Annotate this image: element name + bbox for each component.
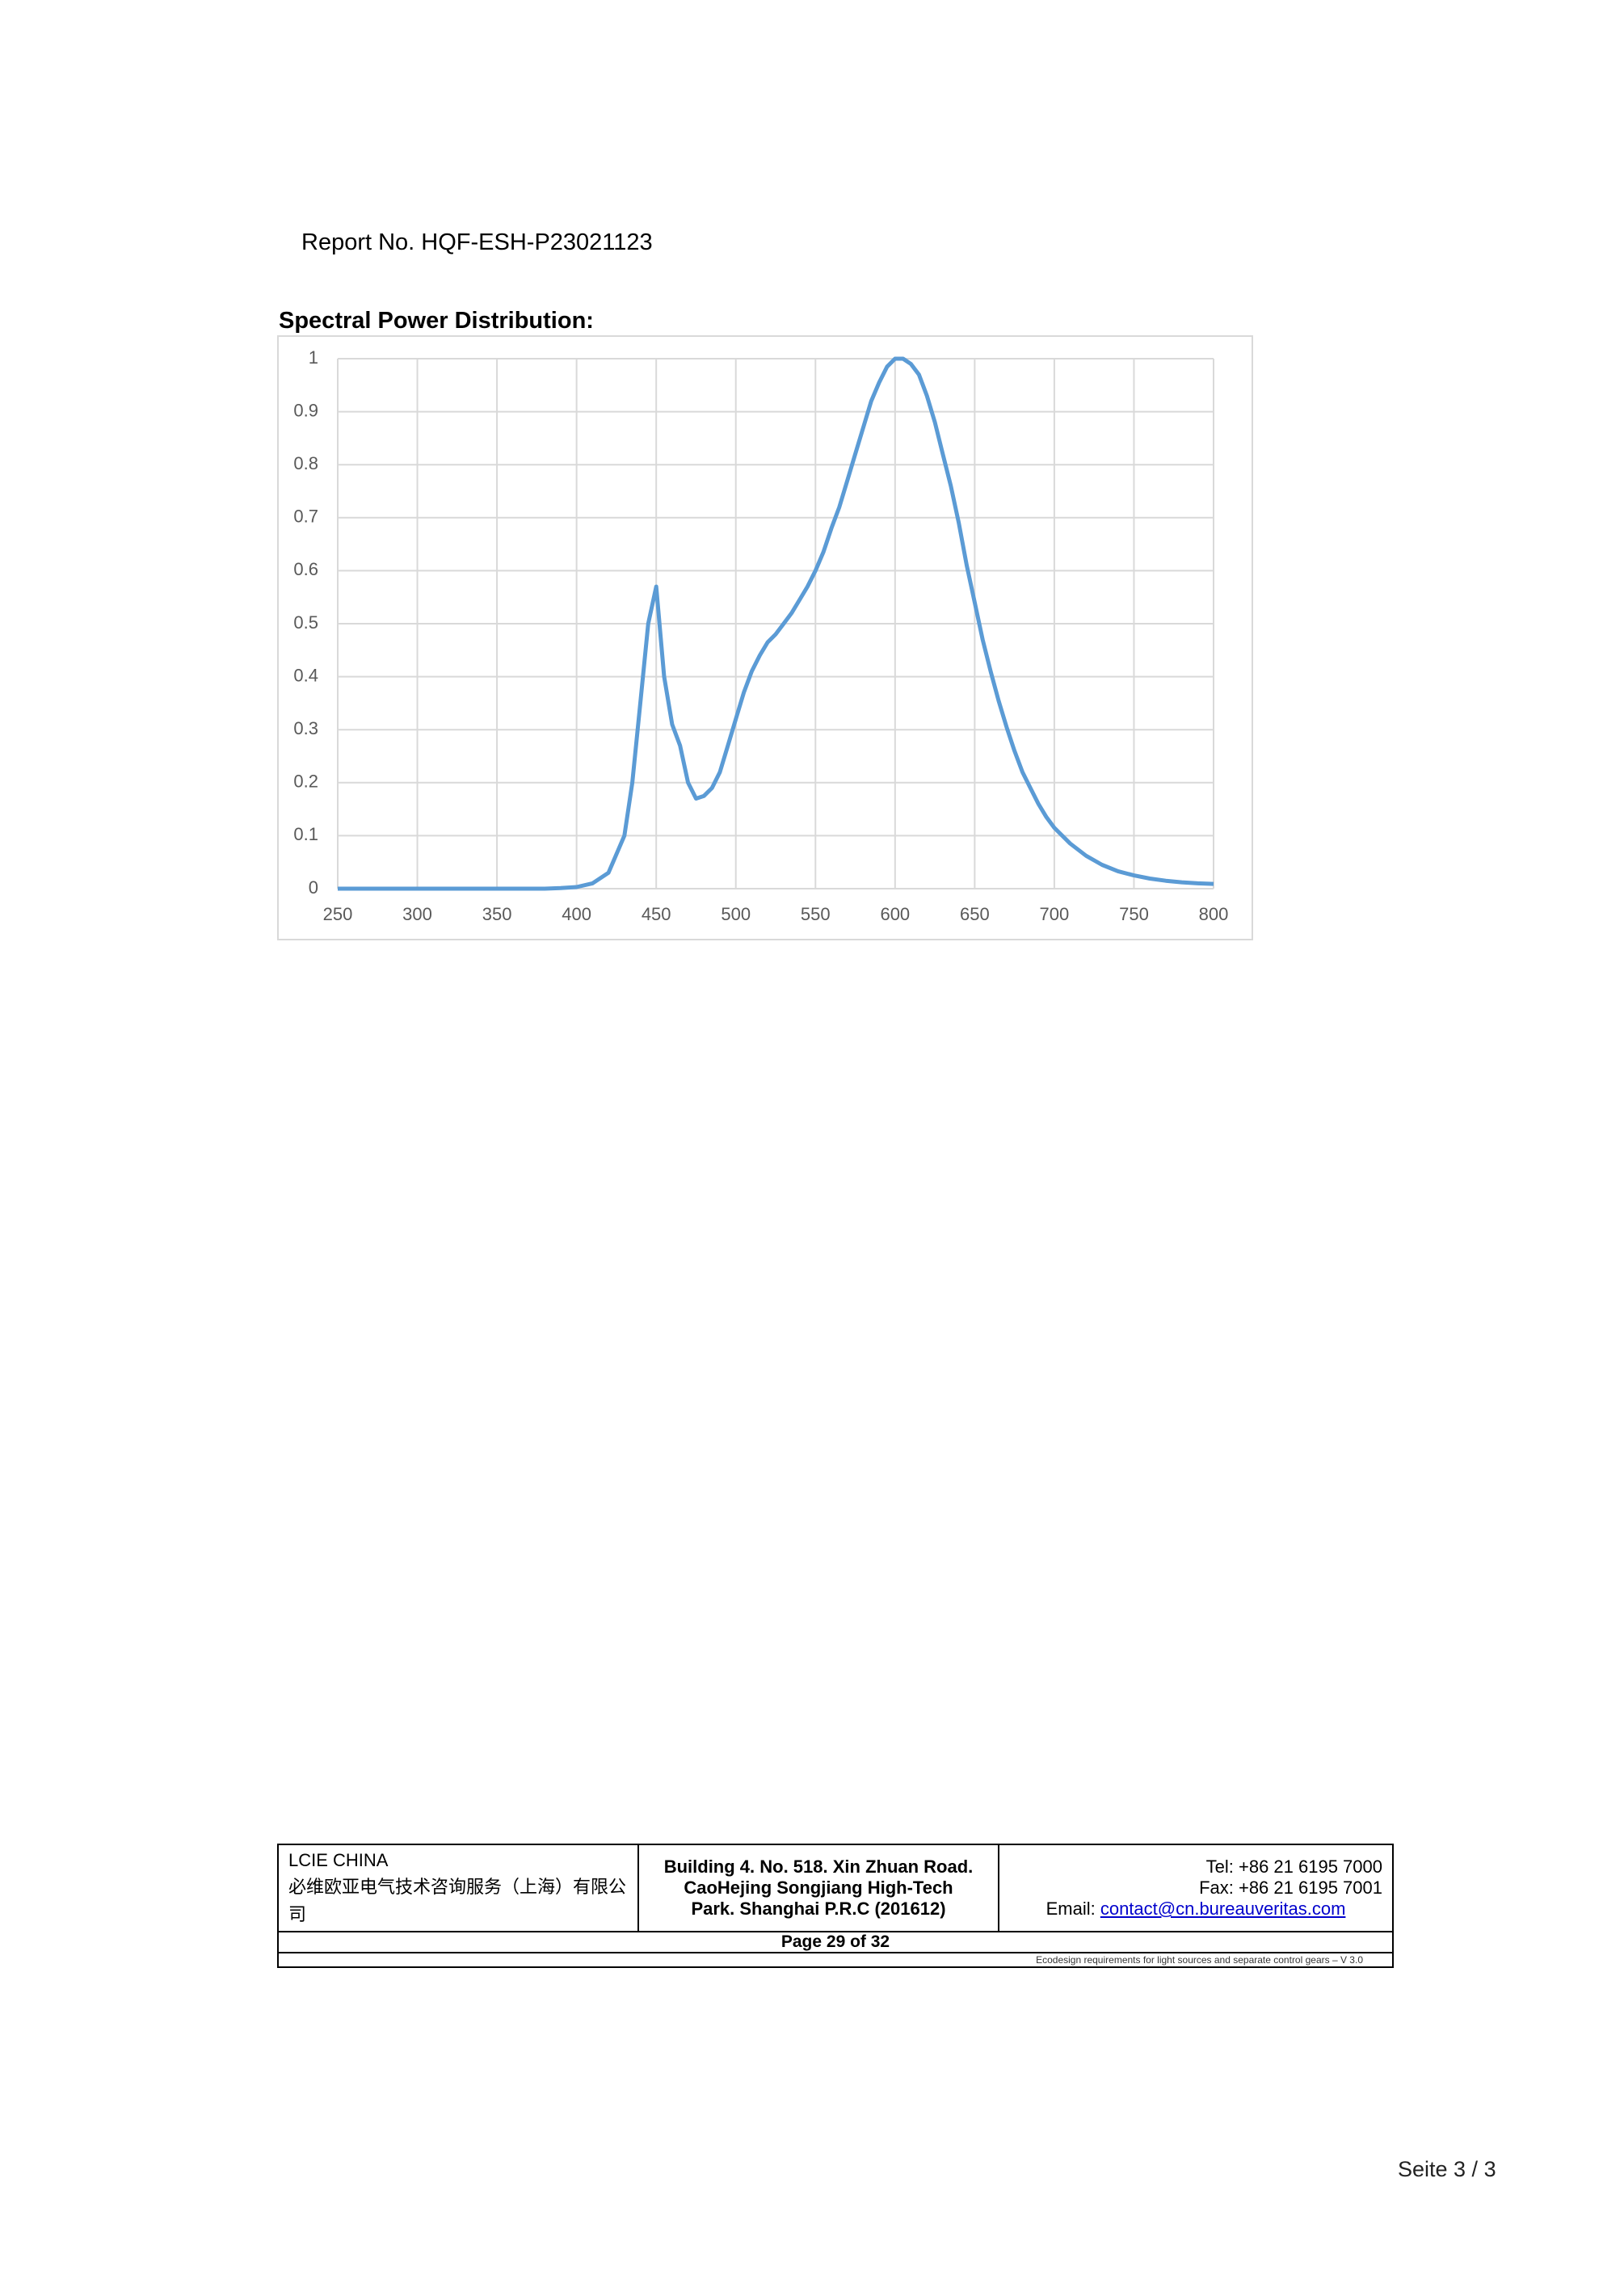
x-tick-label: 800: [1199, 904, 1229, 924]
y-tick-label: 1: [309, 347, 318, 368]
x-tick-label: 400: [562, 904, 591, 924]
y-tick-label: 0.2: [293, 772, 318, 792]
x-tick-label: 500: [721, 904, 751, 924]
y-tick-label: 0.1: [293, 824, 318, 844]
address-line: Building 4. No. 518. Xin Zhuan Road.: [663, 1857, 974, 1877]
note: Ecodesign requirements for light sources…: [1036, 1954, 1363, 1966]
address-line: CaoHejing Songjiang High-Tech: [684, 1878, 953, 1898]
y-tick-label: 0.3: [293, 718, 318, 738]
y-tick-label: 0.4: [293, 665, 318, 685]
address-line: Park. Shanghai P.R.C (201612): [691, 1899, 946, 1919]
email-link[interactable]: contact@cn.bureauveritas.com: [1100, 1899, 1346, 1919]
footer-table: LCIE CHINA 必维欧亚电气技术咨询服务（上海）有限公司 Building …: [277, 1844, 1394, 1968]
company: LCIE CHINA: [288, 1850, 389, 1870]
x-tick-label: 300: [402, 904, 432, 924]
page-text: Page 29 of 32: [780, 1932, 890, 1951]
company-cn: 必维欧亚电气技术咨询服务（上海）有限公司: [288, 1878, 627, 1925]
company-cell: LCIE CHINA 必维欧亚电气技术咨询服务（上海）有限公司: [277, 1844, 639, 1932]
x-tick-label: 750: [1119, 904, 1149, 924]
x-tick-label: 600: [880, 904, 910, 924]
x-tick-label: 350: [482, 904, 512, 924]
spectrum-line: [338, 356, 1214, 891]
y-tick-label: 0.5: [293, 612, 318, 633]
y-tick-label: 0: [309, 877, 318, 898]
x-tick-label: 550: [801, 904, 831, 924]
x-tick-label: 450: [642, 904, 671, 924]
page-number: Page 29 of 32: [277, 1931, 1394, 1953]
email-label: Email:: [1046, 1899, 1100, 1919]
fax: Fax: +86 21 6195 7001: [1199, 1878, 1382, 1898]
note-cell: Ecodesign requirements for light sources…: [277, 1952, 1394, 1968]
x-tick-label: 250: [323, 904, 353, 924]
x-tick-label: 650: [960, 904, 990, 924]
y-tick-label: 0.9: [293, 400, 318, 420]
contact-cell: Tel: +86 21 6195 7000 Fax: +86 21 6195 70…: [998, 1844, 1394, 1932]
report-no: Report No. HQF-ESH-P23021123: [301, 229, 653, 255]
y-tick-label: 0.6: [293, 559, 318, 579]
chart: 0 0.1 0.2 0.3 0.4 0.5 0.6 0.7 0.8 0.9 1 250 300 350 40…: [277, 335, 1253, 940]
y-tick-label: 0.7: [293, 507, 318, 527]
section-title: Spectral Power Distribution:: [279, 308, 594, 334]
address-cell: Building 4. No. 518. Xin Zhuan Road. CaoH…: [637, 1844, 999, 1932]
chart-frame: [277, 335, 1253, 940]
y-tick-label: 0.8: [293, 453, 318, 473]
tel: Tel: +86 21 6195 7000: [1205, 1857, 1382, 1877]
page-label: Seite 3 / 3: [1398, 2157, 1496, 2181]
x-tick-label: 700: [1040, 904, 1070, 924]
